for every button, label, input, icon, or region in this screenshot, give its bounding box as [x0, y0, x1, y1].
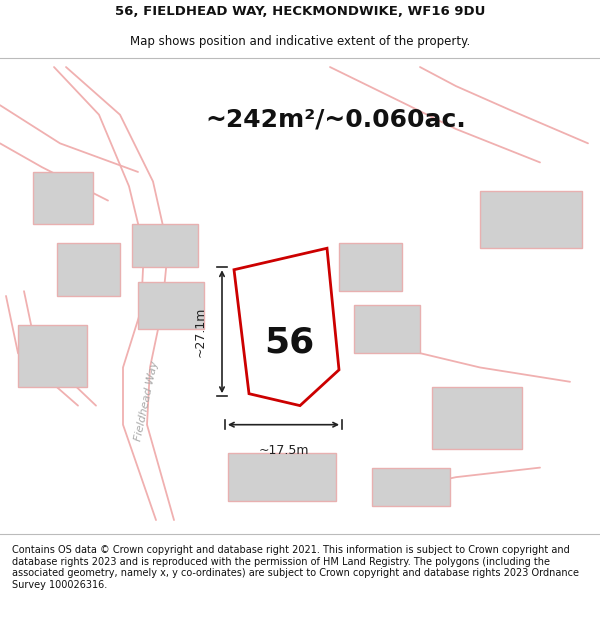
Text: 56: 56	[265, 325, 315, 359]
Polygon shape	[432, 386, 522, 449]
Polygon shape	[480, 191, 582, 248]
Text: ~17.5m: ~17.5m	[258, 444, 309, 457]
Polygon shape	[138, 282, 204, 329]
Polygon shape	[234, 248, 339, 406]
Polygon shape	[372, 468, 450, 506]
Polygon shape	[33, 172, 93, 224]
Text: ~242m²/~0.060ac.: ~242m²/~0.060ac.	[206, 107, 466, 131]
Polygon shape	[18, 324, 87, 386]
Polygon shape	[228, 453, 336, 501]
Text: ~27.1m: ~27.1m	[194, 306, 207, 357]
Text: Fieldhead Way: Fieldhead Way	[134, 360, 160, 442]
Polygon shape	[354, 306, 420, 353]
Text: Map shows position and indicative extent of the property.: Map shows position and indicative extent…	[130, 35, 470, 48]
Text: 56, FIELDHEAD WAY, HECKMONDWIKE, WF16 9DU: 56, FIELDHEAD WAY, HECKMONDWIKE, WF16 9D…	[115, 5, 485, 18]
Polygon shape	[339, 244, 402, 291]
Text: Contains OS data © Crown copyright and database right 2021. This information is : Contains OS data © Crown copyright and d…	[12, 545, 579, 590]
Polygon shape	[57, 244, 120, 296]
Polygon shape	[132, 224, 198, 268]
